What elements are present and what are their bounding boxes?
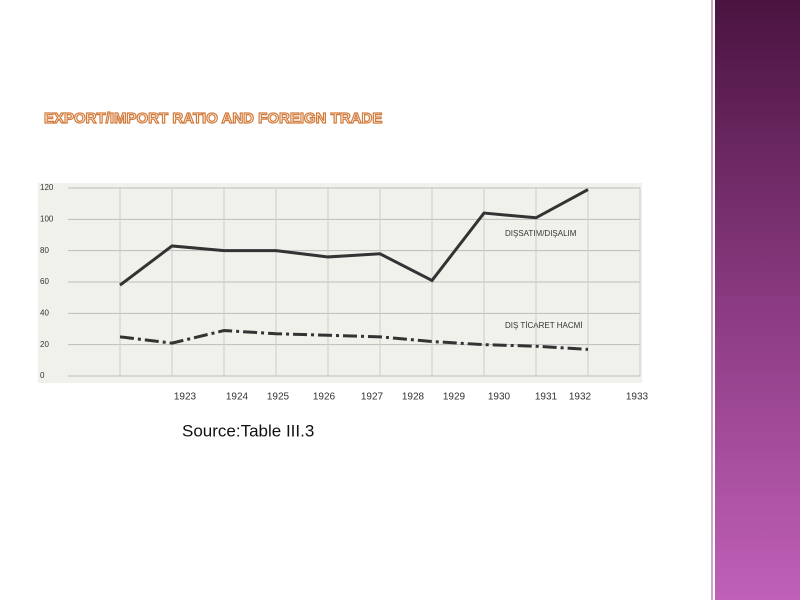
- y-tick-label: 120: [40, 183, 54, 192]
- x-tick-label: 1925: [267, 392, 290, 403]
- series-line: [119, 188, 589, 287]
- series-label: DIŞSATIM/DIŞALIM: [505, 229, 577, 238]
- y-tick-label: 100: [40, 214, 54, 223]
- side-bar: [715, 0, 800, 600]
- chart-title: EXPORT/IMPORT RATIO AND FOREIGN TRADE: [44, 110, 382, 127]
- x-tick-label: 1924: [226, 392, 249, 403]
- source-note: Source:Table III.3: [182, 421, 314, 440]
- y-tick-label: 20: [40, 340, 49, 349]
- x-tick-label: 1923: [174, 392, 197, 403]
- x-tick-label: 1927: [361, 392, 384, 403]
- x-tick-label: 1933: [626, 392, 649, 403]
- series-label: DIŞ TİCARET HACMİ: [505, 321, 583, 330]
- x-tick-label: 1928: [402, 392, 425, 403]
- x-tick-label: 1929: [443, 392, 466, 403]
- x-tick-label: 1930: [488, 392, 511, 403]
- x-tick-label: 1926: [313, 392, 336, 403]
- x-tick-label: 1932: [569, 392, 592, 403]
- plot-background: [38, 183, 642, 383]
- x-tick-label: 1931: [535, 392, 558, 403]
- y-tick-label: 60: [40, 277, 49, 286]
- y-tick-label: 40: [40, 308, 49, 317]
- series-line: [119, 329, 589, 351]
- y-tick-label: 80: [40, 246, 49, 255]
- y-tick-label: 0: [40, 371, 45, 380]
